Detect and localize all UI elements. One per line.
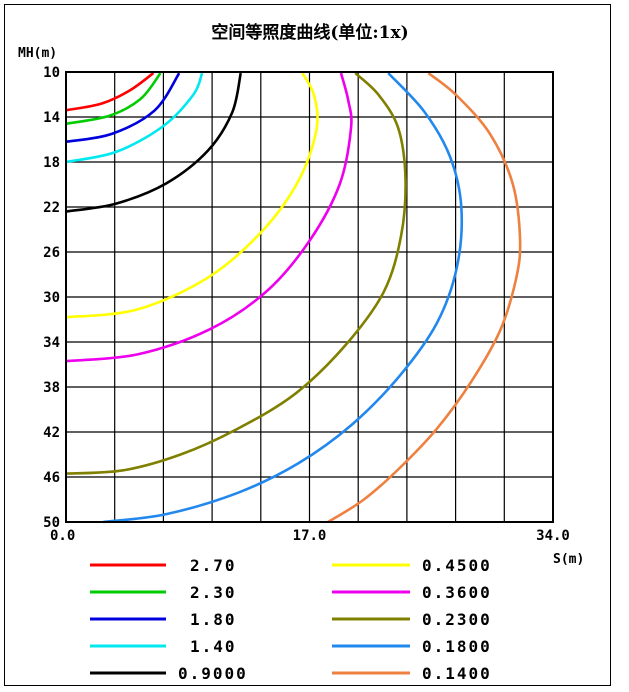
series-line-1 [65,72,162,126]
x-tick-labels: 0.0 17.0 34.0 [50,528,570,544]
chart-title: 空间等照度曲线(单位:1x) [211,22,408,43]
chart-frame [4,4,611,686]
series-line-5 [65,72,319,319]
y-tick-label: 10 [43,65,60,81]
y-axis-label: MH(m) [18,46,57,61]
legend-item: 1.40 [90,637,237,656]
series-line-3 [65,72,204,164]
contour-curves [65,72,522,524]
legend-label: 0.1400 [422,664,492,683]
legend-item: 2.70 [90,556,237,575]
legend: 2.70 2.30 1.80 1.40 0.9000 0.4500 0.3600 0.2300… [90,556,492,683]
x-tick-label: 34.0 [536,528,570,544]
series-line-6 [65,72,353,363]
legend-item: 0.1400 [332,664,492,683]
y-tick-label: 30 [43,290,60,306]
legend-label: 0.1800 [422,637,492,656]
legend-item: 0.9000 [90,664,248,683]
y-tick-label: 34 [43,335,60,351]
x-tick-label: 17.0 [293,528,327,544]
legend-label: 2.30 [190,583,237,602]
series-line-9 [327,72,522,524]
legend-item: 0.3600 [332,583,492,602]
series-line-7 [65,72,407,475]
legend-label: 0.3600 [422,583,492,602]
series-line-8 [103,72,464,524]
legend-item: 0.1800 [332,637,492,656]
legend-item: 2.30 [90,583,237,602]
y-tick-label: 38 [43,380,60,396]
series-line-4 [65,72,242,213]
series-line-0 [65,72,155,112]
y-tick-label: 14 [43,110,60,126]
legend-label: 1.40 [190,637,237,656]
legend-item: 1.80 [90,610,237,629]
y-tick-label: 50 [43,515,60,531]
legend-item: 0.4500 [332,556,492,575]
y-tick-labels: 10 14 18 22 26 30 34 38 42 46 50 [43,65,60,531]
y-tick-label: 46 [43,470,60,486]
grid [66,72,553,522]
legend-label: 0.9000 [178,664,248,683]
legend-label: 0.4500 [422,556,492,575]
y-tick-label: 18 [43,155,60,171]
series-line-2 [65,72,181,144]
y-tick-label: 22 [43,200,60,216]
y-tick-label: 42 [43,425,60,441]
plot-border [65,71,554,523]
x-axis-label: S(m) [553,552,584,567]
legend-item: 0.2300 [332,610,492,629]
legend-label: 1.80 [190,610,237,629]
x-tick-label: 0.0 [50,528,75,544]
legend-label: 0.2300 [422,610,492,629]
y-tick-label: 26 [43,245,60,261]
legend-label: 2.70 [190,556,237,575]
